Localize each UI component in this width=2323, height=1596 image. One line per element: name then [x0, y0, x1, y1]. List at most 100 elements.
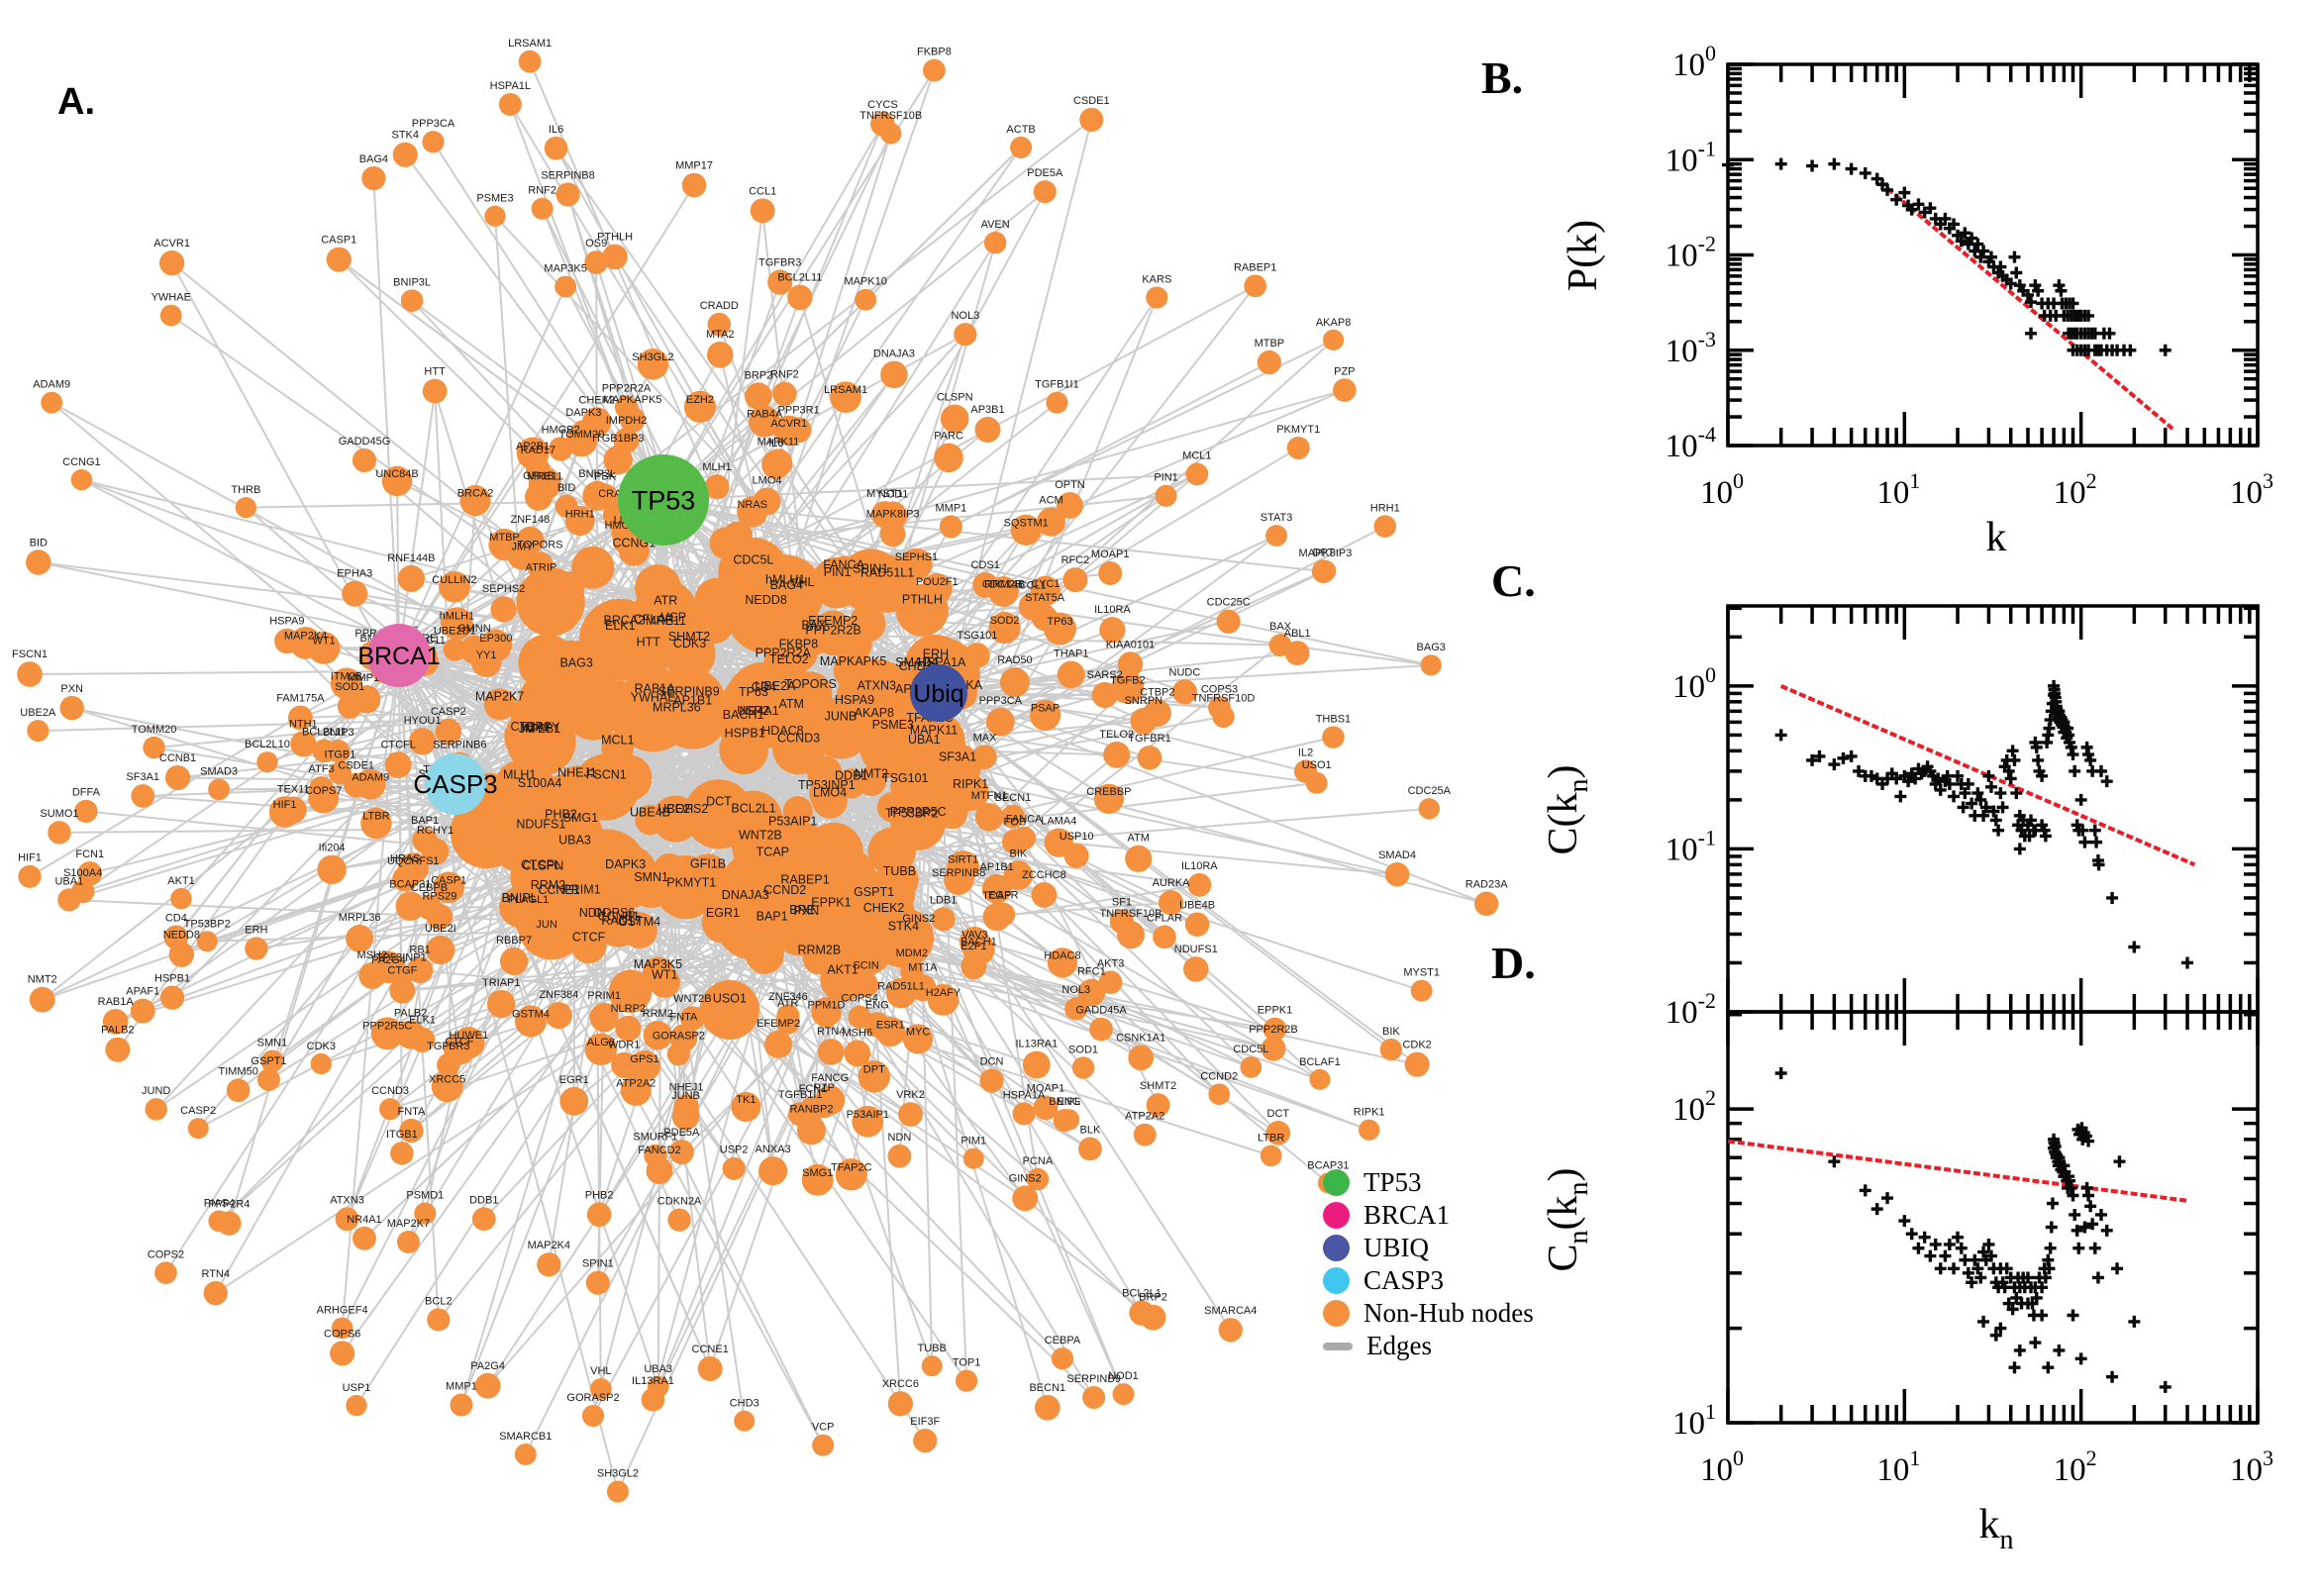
svg-text:BNIP3: BNIP3 [323, 727, 354, 739]
svg-text:PPP2R5C: PPP2R5C [890, 805, 947, 819]
svg-text:CDC14B: CDC14B [982, 579, 1025, 591]
svg-text:AKAP8: AKAP8 [855, 706, 894, 720]
svg-text:TP53INP1: TP53INP1 [798, 778, 856, 792]
svg-text:CTGF: CTGF [387, 965, 417, 977]
svg-text:RRM2B: RRM2B [984, 579, 1023, 591]
svg-text:TELO2: TELO2 [1099, 729, 1134, 741]
svg-text:JUN: JUN [536, 919, 556, 931]
svg-text:FOS: FOS [1004, 816, 1027, 828]
svg-text:HMGB2: HMGB2 [542, 424, 580, 436]
svg-text:10-2: 10-2 [1666, 232, 1716, 274]
svg-text:BCL2L11: BCL2L11 [302, 726, 347, 738]
svg-text:LAMA4: LAMA4 [1041, 816, 1076, 828]
svg-text:PA2G4: PA2G4 [371, 954, 406, 966]
svg-text:NOL3: NOL3 [1061, 984, 1090, 996]
svg-text:WT1: WT1 [652, 967, 677, 981]
svg-text:USP2: USP2 [737, 704, 769, 718]
svg-text:PPP2R2B: PPP2R2B [805, 623, 860, 637]
svg-text:PZP: PZP [814, 1082, 835, 1094]
svg-text:UNC84B: UNC84B [375, 468, 418, 480]
svg-text:CSDE1: CSDE1 [338, 760, 374, 772]
svg-text:MYC: MYC [906, 1027, 931, 1039]
svg-text:100: 100 [1672, 662, 1716, 705]
svg-text:RNF144B: RNF144B [387, 552, 435, 564]
y-axis-title: C(kn) [1541, 765, 1594, 855]
legend-label-edges: Edges [1366, 1331, 1432, 1360]
svg-text:103: 103 [2230, 1446, 2273, 1488]
svg-text:GSTM4: GSTM4 [618, 915, 660, 929]
svg-text:GFI1B: GFI1B [690, 856, 726, 870]
legend-item-casp3: CASP3 [1323, 1264, 1534, 1297]
svg-text:RAD17: RAD17 [521, 445, 556, 456]
svg-text:MAPKAPK5: MAPKAPK5 [820, 654, 886, 668]
svg-text:10-1: 10-1 [1666, 825, 1716, 867]
svg-text:NR4A1: NR4A1 [739, 704, 778, 718]
fit-line [1885, 186, 2174, 431]
legend-node-swatch-tp53 [1323, 1169, 1350, 1196]
svg-text:IL10RA: IL10RA [1094, 604, 1131, 616]
svg-text:WT1: WT1 [312, 635, 335, 647]
svg-text:TCAP: TCAP [982, 890, 1011, 902]
svg-text:USP10: USP10 [1060, 831, 1094, 843]
svg-text:IL6: IL6 [768, 438, 783, 449]
svg-text:103: 103 [2230, 468, 2273, 511]
svg-text:Ifi204: Ifi204 [319, 843, 346, 854]
svg-text:E2F1: E2F1 [960, 941, 986, 952]
legend-item-brca1: BRCA1 [1323, 1199, 1534, 1232]
svg-text:COPS6: COPS6 [593, 906, 635, 920]
svg-text:MAP3K5: MAP3K5 [634, 957, 682, 971]
svg-text:GMNN: GMNN [457, 623, 491, 635]
svg-text:HUWE1: HUWE1 [449, 1030, 488, 1042]
svg-text:ZNF346: ZNF346 [768, 991, 808, 1003]
svg-text:100: 100 [1700, 468, 1744, 511]
svg-text:PPP3R1: PPP3R1 [778, 404, 820, 416]
svg-text:BID: BID [557, 482, 575, 494]
svg-text:EP300: EP300 [479, 633, 512, 645]
svg-text:hMLH1: hMLH1 [440, 611, 474, 623]
legend-item-edges: Edges [1323, 1330, 1534, 1362]
svg-text:102: 102 [1672, 1085, 1716, 1128]
svg-text:AKT3: AKT3 [1097, 957, 1125, 969]
svg-text:MLH1: MLH1 [702, 461, 731, 473]
svg-text:SEPHS2: SEPHS2 [482, 583, 525, 595]
x-axis-title: kn [1979, 1502, 2014, 1555]
svg-text:AP2B1: AP2B1 [522, 722, 560, 736]
svg-text:FANCA: FANCA [1006, 814, 1043, 826]
svg-text:SERPINB9: SERPINB9 [658, 685, 720, 699]
svg-text:RBBP7: RBBP7 [496, 935, 532, 947]
svg-text:ATM: ATM [1128, 833, 1150, 845]
svg-text:BRCA2: BRCA2 [603, 613, 645, 627]
svg-text:CASP1: CASP1 [431, 874, 466, 886]
svg-text:SIRT1: SIRT1 [948, 853, 978, 865]
svg-text:LRSAM1: LRSAM1 [824, 384, 867, 396]
panel-c-label: C. [1491, 555, 1536, 606]
svg-text:GINS2: GINS2 [902, 913, 935, 925]
svg-text:HSPB1: HSPB1 [725, 727, 765, 741]
svg-text:PALB2: PALB2 [394, 1007, 427, 1019]
svg-text:CCNE1: CCNE1 [538, 883, 579, 897]
svg-text:NMT2: NMT2 [855, 766, 888, 780]
legend-label-ubiq: UBIQ [1364, 1233, 1429, 1262]
svg-text:VRK2: VRK2 [896, 1089, 925, 1101]
panel-C-plot: 100 10-1 10-2 C(kn) [1541, 604, 2260, 1031]
svg-text:CTCF: CTCF [572, 930, 606, 944]
svg-text:AP1B1: AP1B1 [980, 861, 1014, 873]
svg-text:SMG1: SMG1 [802, 1167, 833, 1179]
svg-text:TFAP2C: TFAP2C [831, 1161, 872, 1173]
svg-text:WNT2B: WNT2B [739, 829, 782, 843]
svg-text:GSTM4: GSTM4 [512, 1009, 550, 1021]
svg-text:TP63: TP63 [739, 685, 768, 699]
svg-text:UBE4B: UBE4B [630, 805, 670, 819]
svg-text:CDK3: CDK3 [673, 637, 706, 650]
svg-text:BRCA2: BRCA2 [457, 488, 494, 500]
svg-text:RAD50: RAD50 [997, 654, 1032, 666]
svg-text:SH3GL2: SH3GL2 [632, 351, 673, 363]
svg-text:ATR: ATR [654, 593, 677, 607]
svg-text:PSME3: PSME3 [872, 718, 914, 732]
svg-text:BAX: BAX [801, 619, 827, 633]
svg-text:RANBP2: RANBP2 [789, 1103, 833, 1115]
legend: TP53 BRCA1 UBIQ CASP3 Non-Hub nodes Edges [1323, 1166, 1534, 1362]
axis-ticks [1726, 606, 2260, 1014]
svg-text:RRM2B: RRM2B [797, 943, 841, 956]
svg-text:EFEMP2: EFEMP2 [808, 614, 858, 628]
